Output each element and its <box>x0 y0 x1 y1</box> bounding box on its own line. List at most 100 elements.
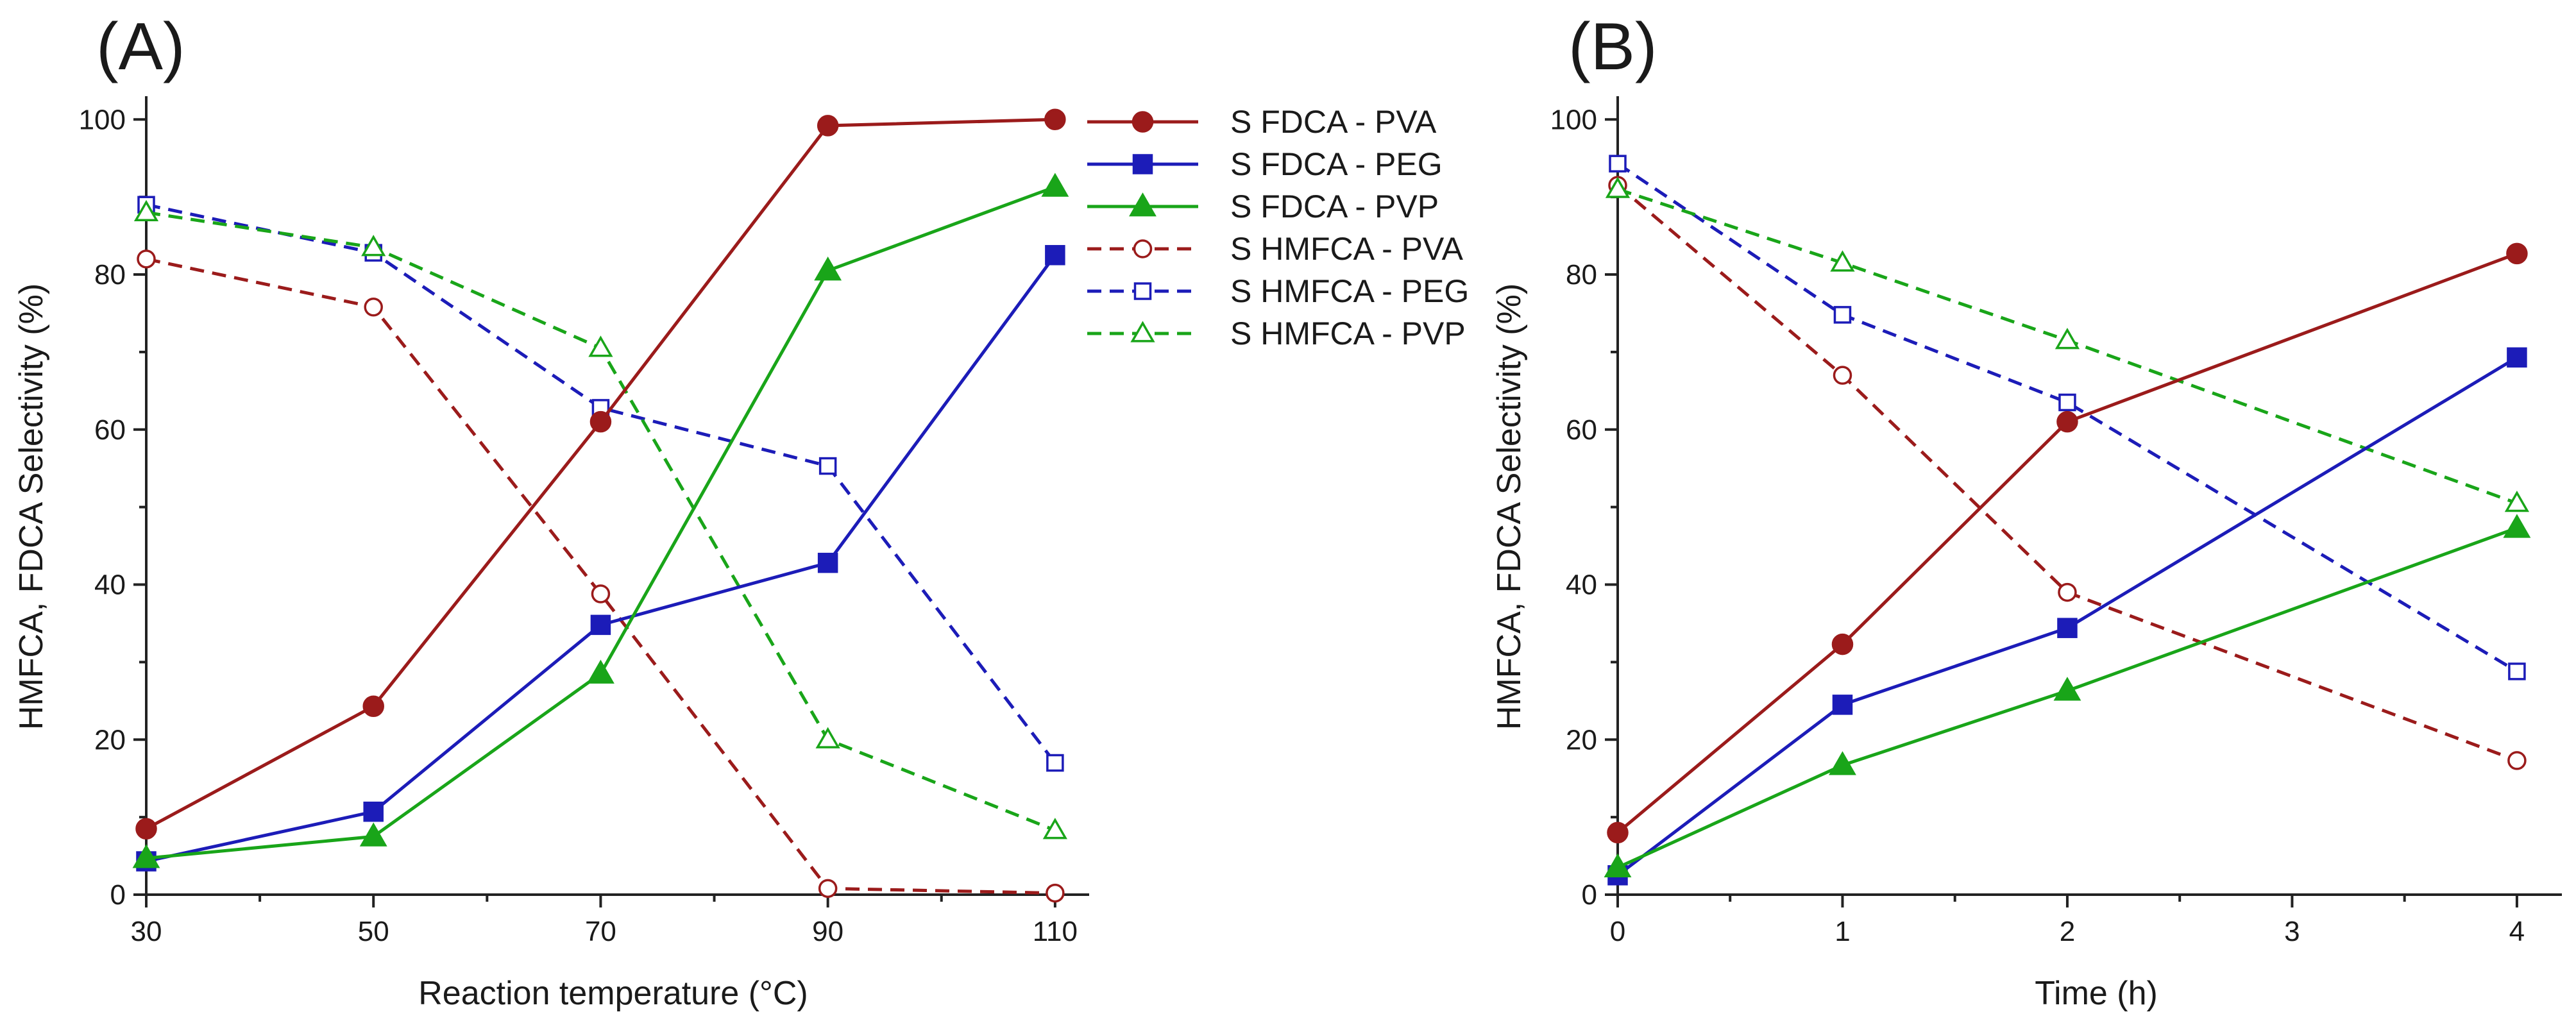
panel-b-y-tick-label: 40 <box>1566 570 1597 601</box>
panel-b-point-s-fdca-pvp <box>1604 853 1632 878</box>
legend-label: S FDCA - PVA <box>1230 104 1437 140</box>
panel-a-point-s-hmfca-pva <box>1046 883 1065 903</box>
panel-a-point-s-fdca-peg <box>1045 245 1065 266</box>
panel-b-point-s-fdca-pva <box>2056 410 2078 433</box>
panel-a-x-tick-label: 70 <box>585 916 616 947</box>
panel-a-series-s-hmfca-peg <box>137 196 1064 772</box>
legend-entry-s-hmfca-pvp: S HMFCA - PVP <box>1087 316 1466 351</box>
panel-a-line-s-fdca-pva <box>145 117 1055 831</box>
panel-a-point-s-hmfca-pva <box>818 879 838 899</box>
panel-a-point-s-fdca-peg <box>590 614 611 636</box>
panel-b-y-axis-title: HMFCA, FDCA Selectivity (%) <box>1491 283 1528 730</box>
legend-label: S FDCA - PEG <box>1230 146 1443 182</box>
panel-a-line-s-hmfca-pvp <box>146 210 1056 832</box>
panel-b-line-s-fdca-pvp <box>1616 526 2518 869</box>
panel-b-point-s-hmfca-pvp <box>2055 328 2080 350</box>
panel-b-point-s-hmfca-peg <box>2058 393 2076 412</box>
panel-a-point-s-fdca-pva <box>135 818 157 840</box>
panel-b-x-tick-label: 0 <box>1610 916 1625 947</box>
legend-entry-s-hmfca-peg: S HMFCA - PEG <box>1087 273 1469 309</box>
panel-b-y-tick-label: 0 <box>1582 879 1597 911</box>
panel-a-series-s-fdca-pvp <box>132 173 1069 868</box>
panel-b-point-s-fdca-pva <box>1831 633 1854 655</box>
panel-a-point-s-hmfca-pva <box>137 249 156 269</box>
panel-a-x-tick-label: 90 <box>812 916 843 947</box>
legend-entry-s-fdca-pva: S FDCA - PVA <box>1087 104 1437 140</box>
panel-a-point-s-fdca-pvp <box>814 257 842 281</box>
legend-label: S HMFCA - PEG <box>1230 273 1469 309</box>
panel-b-point-s-hmfca-peg <box>1609 155 1627 173</box>
panel-b-series-s-hmfca-peg <box>1609 155 2526 680</box>
legend-marker-sample <box>1132 154 1153 174</box>
panel-a-y-tick-label: 0 <box>110 879 126 911</box>
legend-label: S FDCA - PVP <box>1230 189 1439 224</box>
panel-a-x-tick-label: 110 <box>1033 916 1078 947</box>
panel-b-point-s-hmfca-pva <box>2058 582 2077 602</box>
panel-b-point-s-hmfca-peg <box>1833 306 1852 324</box>
panel-a-point-s-fdca-pva <box>362 695 384 718</box>
panel-a-point-s-hmfca-pvp <box>1042 818 1067 840</box>
panel-a-series-s-fdca-pva <box>135 108 1066 840</box>
panel-a-point-s-hmfca-peg <box>818 457 837 475</box>
panel-b-line-s-fdca-pva <box>1616 252 2518 834</box>
panel-b-point-s-fdca-pva <box>2506 242 2528 265</box>
panel-a-point-s-fdca-pva <box>1044 108 1066 131</box>
panel-b-point-s-fdca-pva <box>1607 822 1629 844</box>
panel-a-point-s-hmfca-pva <box>591 584 611 603</box>
panel-b-y-tick-label: 20 <box>1566 724 1597 755</box>
panel-a-series-s-hmfca-pva <box>137 249 1065 903</box>
legend-marker-sample <box>1130 321 1155 342</box>
panel-a-line-s-hmfca-pva <box>146 257 1055 895</box>
panel-b-point-s-hmfca-pvp <box>1830 250 1855 272</box>
panel-a-x-axis-title: Reaction temperature (°C) <box>418 975 808 1012</box>
panel-a-point-s-hmfca-pvp <box>588 335 613 357</box>
panel-a-y-tick-label: 100 <box>79 104 126 135</box>
legend-marker-sample <box>1129 192 1157 217</box>
panel-b-point-s-fdca-pvp <box>1829 751 1856 775</box>
panel-b-point-s-hmfca-pvp <box>2504 490 2530 512</box>
panel-b-y-tick-label: 60 <box>1566 414 1597 446</box>
legend-label: S HMFCA - PVP <box>1230 316 1466 351</box>
panel-a-y-tick-label: 60 <box>94 414 126 446</box>
panel-a-x-tick-label: 50 <box>358 916 389 947</box>
panel-b-point-s-fdca-pvp <box>2053 677 2081 701</box>
panel-b-point-s-fdca-pvp <box>2503 514 2531 538</box>
panel-b-line-s-hmfca-peg <box>1616 162 2518 673</box>
panel-a-chart: (A) 30 50 70 90 110 0 20 40 60 80 100 Reaction tem… <box>13 10 1089 1012</box>
panel-b-series-s-fdca-pvp <box>1604 514 2531 878</box>
panel-a-point-s-fdca-pvp <box>132 844 160 868</box>
panel-a-point-s-hmfca-pvp <box>815 727 840 748</box>
panel-b-x-tick-label: 4 <box>2509 916 2525 947</box>
panel-a-label: (A) <box>96 10 185 84</box>
panel-a-point-s-fdca-pva <box>589 410 612 433</box>
legend-marker-sample <box>1133 282 1152 300</box>
panel-a-y-tick-label: 40 <box>94 570 126 601</box>
panel-b-line-s-hmfca-pva <box>1616 184 2518 763</box>
legend-marker-sample <box>1131 111 1154 133</box>
panel-a-axes: 30 50 70 90 110 0 20 40 60 80 100 <box>79 96 1089 947</box>
legend: S FDCA - PVA S FDCA - PEG S FDCA - PVP S HM… <box>1087 104 1469 351</box>
panel-a-x-tick-label: 30 <box>131 916 162 947</box>
panel-b-label: (B) <box>1568 10 1657 84</box>
panel-a-point-s-fdca-peg <box>817 552 838 573</box>
panel-b-point-s-fdca-peg <box>1832 695 1853 715</box>
panel-b-series-s-fdca-pva <box>1607 242 2528 844</box>
panel-b-x-tick-label: 1 <box>1835 916 1850 947</box>
panel-b-y-tick-label: 80 <box>1566 259 1597 291</box>
legend-entry-s-hmfca-pva: S HMFCA - PVA <box>1087 231 1464 267</box>
panel-a-point-s-fdca-peg <box>363 801 384 822</box>
panel-b-point-s-hmfca-pvp <box>1605 176 1631 198</box>
panel-b-x-tick-label: 2 <box>2060 916 2075 947</box>
panel-a-point-s-hmfca-pva <box>364 298 383 317</box>
panel-a-series <box>132 108 1069 903</box>
panel-a-point-s-hmfca-pvp <box>133 199 159 221</box>
panel-a-point-s-fdca-pvp <box>587 659 614 684</box>
legend-entry-s-fdca-peg: S FDCA - PEG <box>1087 146 1443 182</box>
panel-b-point-s-hmfca-peg <box>2508 662 2526 680</box>
panel-b-line-s-hmfca-pvp <box>1617 187 2518 505</box>
panel-a-y-axis-title: HMFCA, FDCA Selectivity (%) <box>13 283 50 730</box>
panel-a-point-s-hmfca-pvp <box>361 235 386 257</box>
panel-b-point-s-fdca-peg <box>2507 347 2527 368</box>
